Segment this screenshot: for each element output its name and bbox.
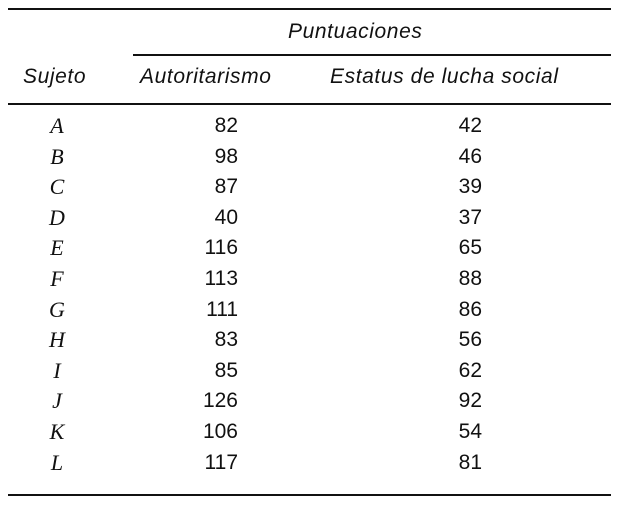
subject-cell: F xyxy=(50,265,64,291)
column-header-estatus: Estatus de lucha social xyxy=(330,65,559,88)
authoritarianism-cell: 106 xyxy=(202,419,238,443)
table-bottom-rule xyxy=(8,494,611,496)
subject-cell: I xyxy=(53,357,61,383)
group-header-puntuaciones: Puntuaciones xyxy=(288,20,423,43)
status-cell: 46 xyxy=(458,144,482,168)
subject-cell: H xyxy=(49,327,65,353)
status-cell: 88 xyxy=(458,266,482,290)
table-row: E 116 65 xyxy=(0,235,619,266)
table-row: G 111 86 xyxy=(0,297,619,328)
subject-cell: A xyxy=(50,113,64,138)
authoritarianism-cell: 98 xyxy=(214,144,238,168)
status-cell: 92 xyxy=(458,389,482,413)
subject-cell: L xyxy=(50,449,64,475)
status-cell: 62 xyxy=(458,358,482,382)
authoritarianism-cell: 126 xyxy=(202,389,238,413)
status-cell: 56 xyxy=(458,328,482,352)
authoritarianism-cell: 83 xyxy=(214,328,238,352)
subject-cell: B xyxy=(50,143,64,169)
status-cell: 86 xyxy=(458,297,482,321)
table-top-rule xyxy=(8,8,611,10)
authoritarianism-cell: 82 xyxy=(214,114,238,137)
table-row: K 106 54 xyxy=(0,419,619,450)
column-header-sujeto: Sujeto xyxy=(23,65,87,88)
subject-cell: G xyxy=(49,296,65,322)
status-cell: 42 xyxy=(458,114,482,137)
subject-cell: D xyxy=(49,204,65,230)
authoritarianism-cell: 87 xyxy=(214,175,238,199)
subject-cell: K xyxy=(49,418,65,444)
table-row: H 83 56 xyxy=(0,327,619,358)
status-cell: 37 xyxy=(458,205,482,229)
subject-cell: C xyxy=(49,174,65,200)
authoritarianism-cell: 85 xyxy=(214,358,238,382)
subject-cell: J xyxy=(52,388,62,414)
table-row: J 126 92 xyxy=(0,388,619,419)
authoritarianism-cell: 113 xyxy=(204,266,238,290)
table-row: F 113 88 xyxy=(0,266,619,297)
authoritarianism-cell: 111 xyxy=(206,297,238,321)
subject-cell: E xyxy=(50,235,64,261)
authoritarianism-cell: 40 xyxy=(214,205,238,229)
table-row: C 87 39 xyxy=(0,174,619,205)
table-row: B 98 46 xyxy=(0,144,619,175)
table-row: L 117 81 xyxy=(0,450,619,481)
table-row: A 82 42 xyxy=(0,113,619,144)
table-row: D 40 37 xyxy=(0,205,619,236)
status-cell: 65 xyxy=(458,236,482,260)
header-rule xyxy=(8,103,611,105)
status-cell: 81 xyxy=(458,450,482,474)
group-header-rule xyxy=(133,54,611,56)
authoritarianism-cell: 116 xyxy=(204,236,238,260)
authoritarianism-cell: 117 xyxy=(204,450,238,474)
status-cell: 39 xyxy=(458,175,482,199)
column-header-autoritarismo: Autoritarismo xyxy=(140,65,272,88)
status-cell: 54 xyxy=(458,419,482,443)
table-body: A 82 42 B 98 46 C 87 39 D 40 37 E 116 65… xyxy=(0,113,619,480)
table-row: I 85 62 xyxy=(0,358,619,389)
